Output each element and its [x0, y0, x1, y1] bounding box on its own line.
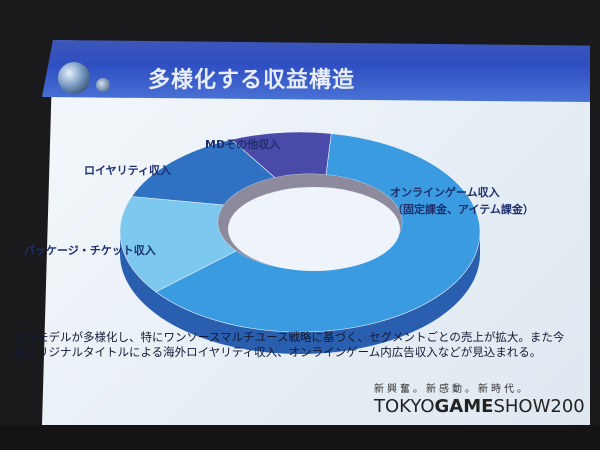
slide-body-text: 収益モデルが多様化し、特にワンソースマルチユース戦略に基づく、セグメントごとの売… [14, 330, 565, 359]
small-globe-icon [96, 78, 110, 92]
donut-slice-0 [155, 133, 481, 333]
screen-bottom-edge [0, 425, 600, 450]
label-online-sub: （固定課金、アイテム課金） [392, 203, 534, 216]
label-royalty: ロイヤリティ収入 [84, 164, 172, 177]
slide-title: 多様化する収益構造 [148, 68, 356, 93]
label-package: パッケージ・チケット収入 [24, 244, 156, 257]
tgs-logo: TOKYOGAMESHOW200 [374, 396, 585, 417]
slide-header [42, 40, 590, 102]
donut-hole [228, 187, 400, 271]
globe-logo-icon [58, 62, 90, 94]
label-md: MDその他収入 [205, 138, 281, 151]
tagline: 新興奮。新感動。新時代。 [374, 384, 530, 395]
label-online: オンラインゲーム収入 [390, 186, 500, 199]
